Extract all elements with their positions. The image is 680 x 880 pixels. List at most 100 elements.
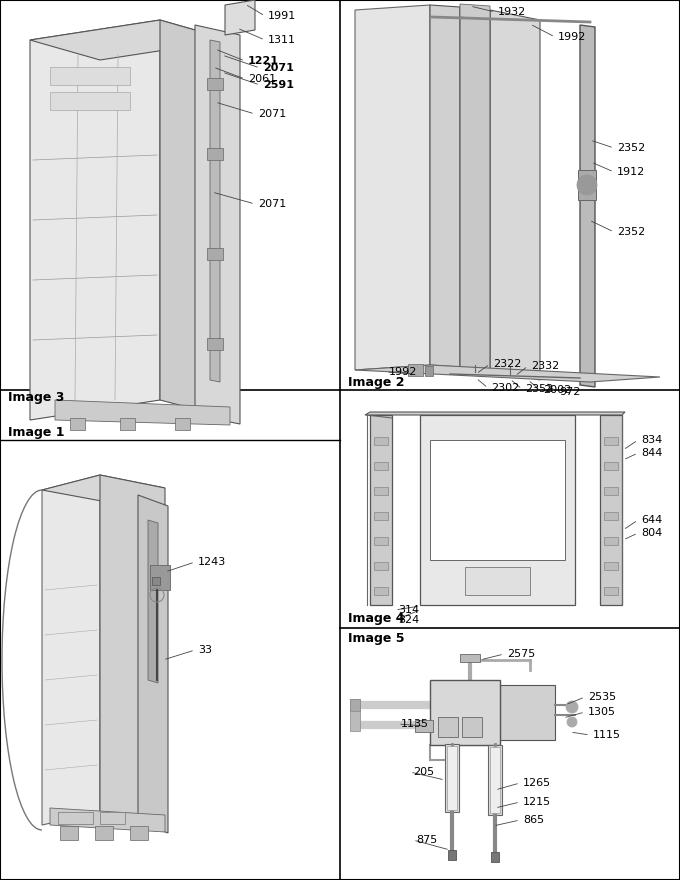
Text: 2002: 2002: [543, 385, 571, 395]
Text: 2352: 2352: [617, 143, 645, 153]
Polygon shape: [430, 5, 460, 367]
Bar: [370, 415, 392, 605]
Polygon shape: [355, 365, 660, 382]
Polygon shape: [460, 4, 490, 19]
Bar: [604, 437, 618, 445]
Bar: [448, 850, 456, 860]
Bar: [447, 746, 457, 810]
Bar: [488, 745, 502, 815]
Bar: [604, 587, 618, 595]
Text: 875: 875: [416, 835, 437, 845]
Text: 2071: 2071: [258, 199, 286, 209]
Bar: [175, 418, 190, 430]
Text: 844: 844: [641, 448, 662, 458]
Polygon shape: [148, 520, 158, 683]
Text: 972: 972: [559, 387, 580, 397]
Polygon shape: [160, 20, 230, 418]
Bar: [465, 567, 530, 595]
Bar: [207, 338, 223, 350]
Polygon shape: [30, 20, 230, 60]
Text: 324: 324: [398, 615, 420, 625]
Bar: [374, 562, 388, 570]
Bar: [100, 812, 125, 824]
Bar: [374, 587, 388, 595]
Text: 314: 314: [398, 605, 419, 615]
Text: 2071: 2071: [263, 63, 294, 73]
Polygon shape: [580, 25, 595, 387]
Circle shape: [567, 717, 577, 727]
Polygon shape: [490, 10, 540, 380]
Bar: [462, 717, 482, 737]
Text: 2071: 2071: [258, 109, 286, 119]
Bar: [152, 577, 160, 585]
Bar: [604, 562, 618, 570]
Bar: [374, 512, 388, 520]
Polygon shape: [210, 40, 220, 382]
Bar: [408, 364, 423, 376]
Bar: [438, 717, 458, 737]
Text: 1215: 1215: [523, 797, 551, 807]
Text: 205: 205: [413, 767, 434, 777]
Bar: [604, 487, 618, 495]
Bar: [491, 852, 499, 862]
Text: 33: 33: [198, 645, 212, 655]
Text: Image 3: Image 3: [8, 391, 65, 404]
Text: 2352: 2352: [617, 227, 645, 237]
Text: 1992: 1992: [389, 367, 418, 377]
Text: 644: 644: [641, 515, 662, 525]
Polygon shape: [365, 412, 625, 415]
Text: 804: 804: [641, 528, 662, 538]
Text: 2332: 2332: [531, 361, 559, 371]
Polygon shape: [42, 475, 100, 825]
Text: 834: 834: [641, 435, 662, 445]
Text: 2591: 2591: [263, 80, 294, 90]
Text: 865: 865: [523, 815, 544, 825]
Text: 1243: 1243: [198, 557, 226, 567]
Bar: [604, 462, 618, 470]
Bar: [578, 170, 596, 200]
Polygon shape: [195, 25, 240, 424]
Bar: [445, 744, 459, 812]
Bar: [207, 78, 223, 90]
Text: 2322: 2322: [493, 359, 522, 369]
Bar: [490, 747, 500, 813]
Text: 1992: 1992: [558, 32, 586, 42]
Bar: [207, 148, 223, 160]
Text: Image 5: Image 5: [348, 632, 405, 644]
Polygon shape: [100, 475, 165, 825]
Polygon shape: [50, 808, 165, 832]
Bar: [130, 826, 148, 840]
Bar: [460, 654, 480, 662]
Text: 2352: 2352: [525, 384, 554, 394]
Bar: [207, 248, 223, 260]
Bar: [420, 415, 575, 605]
Text: 2302: 2302: [491, 383, 520, 393]
Polygon shape: [138, 495, 168, 833]
Text: 1932: 1932: [498, 7, 526, 17]
Bar: [95, 826, 113, 840]
Text: 1991: 1991: [268, 11, 296, 21]
Text: 2535: 2535: [588, 692, 616, 702]
Text: 1311: 1311: [268, 35, 296, 45]
Bar: [430, 680, 500, 745]
Polygon shape: [42, 475, 165, 502]
Bar: [425, 366, 433, 376]
Bar: [350, 699, 360, 731]
Text: 1221: 1221: [248, 56, 279, 66]
Bar: [374, 462, 388, 470]
Bar: [500, 685, 555, 740]
Polygon shape: [30, 20, 160, 420]
Text: Image 1: Image 1: [8, 426, 65, 438]
Bar: [50, 67, 130, 85]
Text: 1135: 1135: [401, 719, 429, 729]
Text: 1912: 1912: [617, 167, 645, 177]
Circle shape: [566, 701, 578, 713]
Polygon shape: [355, 5, 430, 370]
Bar: [604, 512, 618, 520]
Bar: [374, 437, 388, 445]
Polygon shape: [225, 0, 255, 35]
Text: 1265: 1265: [523, 778, 551, 788]
Bar: [430, 440, 565, 560]
Bar: [60, 826, 78, 840]
Text: Image 2: Image 2: [348, 376, 405, 388]
